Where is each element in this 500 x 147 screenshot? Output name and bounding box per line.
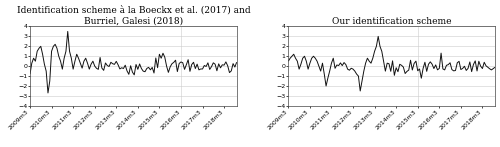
Title: Identification scheme à la Boeckx et al. (2017) and
Burriel, Galesi (2018): Identification scheme à la Boeckx et al.… [16, 6, 250, 26]
Title: Our identification scheme: Our identification scheme [332, 17, 452, 26]
